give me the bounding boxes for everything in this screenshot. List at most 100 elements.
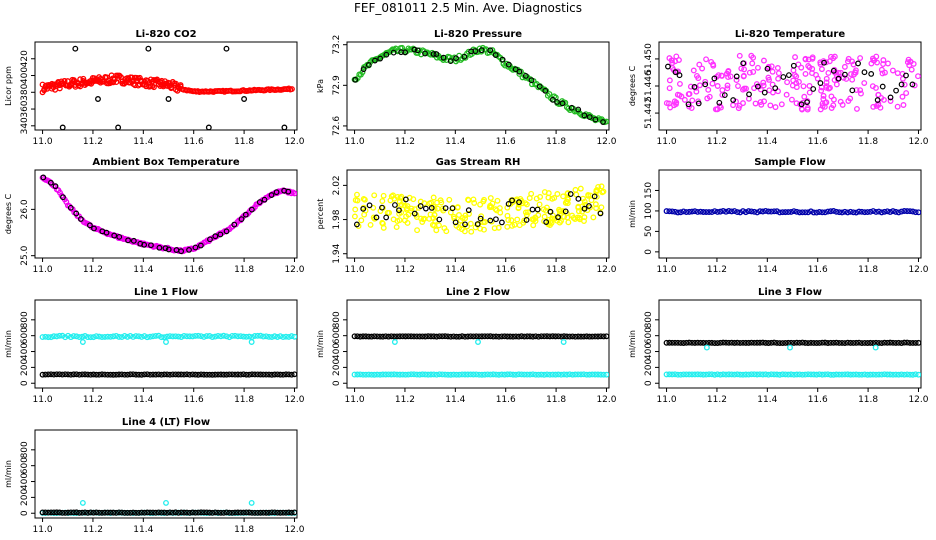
data-point-flow <box>700 371 707 378</box>
data-point-2-5-min-average <box>760 79 767 86</box>
data-point-flow <box>501 371 508 378</box>
y-tick-label: 1.98 <box>332 209 342 229</box>
y-tick-label: 600 <box>332 327 342 344</box>
data-point-sample <box>383 214 390 221</box>
data-point-2-5-min-average <box>576 216 583 223</box>
data-point-other <box>226 371 233 378</box>
data-point-other <box>683 339 690 346</box>
data-point-flow <box>578 371 584 378</box>
data-point-other <box>206 509 213 516</box>
data-point-flow <box>912 209 919 216</box>
data-point-flow <box>754 209 761 216</box>
data-point-other <box>844 339 851 346</box>
y-tick-label: 600 <box>644 327 654 344</box>
chart-sample: Sample Flow ml/min 11.0 11.2 11.4 11.6 11.8 12.… <box>628 157 929 275</box>
x-tick-label: 11.6 <box>808 395 828 405</box>
data-point-2-5-min-average <box>481 196 487 203</box>
data-point-other <box>754 339 761 346</box>
data-point-other <box>254 371 261 378</box>
data-point-flow <box>234 333 241 340</box>
data-point-flow <box>717 208 724 215</box>
data-point-other <box>751 339 758 346</box>
data-point-2-5-min-average <box>494 197 501 204</box>
data-point-other <box>595 333 601 340</box>
data-point-flow <box>824 371 831 378</box>
data-point-flow <box>144 334 151 341</box>
data-point-flow <box>796 209 803 216</box>
data-point-other <box>212 371 219 378</box>
data-point-dips <box>787 344 793 351</box>
data-point-flow <box>711 371 718 378</box>
data-point-other <box>277 509 284 516</box>
data-point-flow <box>229 332 236 339</box>
data-point-other <box>566 333 573 340</box>
data-point-2-5-min-average <box>523 201 530 208</box>
data-point-flow <box>155 332 162 339</box>
data-point-2-5-min-average <box>826 58 833 65</box>
data-point-sample <box>392 202 398 208</box>
x-tick-label: 11.8 <box>234 395 254 405</box>
data-point-flow <box>189 333 196 340</box>
y-tick-label: 73.2 <box>332 35 342 55</box>
data-point-sample <box>591 193 598 200</box>
data-point-2-5-min-average <box>57 189 63 196</box>
data-point-sample <box>47 179 54 186</box>
data-point-other <box>875 339 882 346</box>
y-tick-label: 600 <box>20 327 30 344</box>
data-point-flow <box>166 333 173 340</box>
data-point-sample <box>186 246 192 253</box>
data-point-other <box>56 509 63 516</box>
data-point-other <box>84 371 91 378</box>
data-point-outliers <box>59 124 66 130</box>
data-point-2-5-min-average <box>535 212 542 219</box>
data-point-other <box>209 371 216 378</box>
data-point-other <box>552 333 559 340</box>
data-point-flow <box>377 371 383 378</box>
x-tick-label: 11.4 <box>133 265 153 275</box>
data-point-flow <box>762 208 769 214</box>
data-point-flow <box>515 371 522 378</box>
data-point-2-5-min-average <box>681 96 688 103</box>
x-tick-label: 11.8 <box>546 265 566 275</box>
data-point-2-5-min-average <box>554 191 561 197</box>
data-point-sample <box>377 55 384 62</box>
data-point-sample <box>740 60 747 67</box>
data-point-flow <box>402 371 409 378</box>
data-point-flow <box>544 371 550 378</box>
data-point-sample <box>817 80 824 86</box>
data-point-flow <box>728 371 735 378</box>
x-tick-label: 11.0 <box>657 395 677 405</box>
data-point-flow <box>600 371 607 378</box>
data-point-flow <box>892 208 899 215</box>
data-point-other <box>87 371 94 378</box>
data-point-2-5-min-average <box>514 216 521 223</box>
data-point-sample <box>509 197 515 204</box>
data-point-flow <box>104 333 111 340</box>
data-point-2-5-min-average <box>556 206 562 213</box>
data-point-2-5-min-average <box>760 57 767 64</box>
data-point-2-5-min-average <box>515 204 522 211</box>
x-tick-label: 11.4 <box>757 395 777 405</box>
data-point-flow <box>683 209 690 216</box>
data-point-2-5-min-average <box>446 196 453 203</box>
data-point-other <box>223 371 230 378</box>
data-point-2-5-min-average <box>454 204 461 211</box>
data-point-sample <box>141 241 148 248</box>
data-point-flow <box>467 371 474 378</box>
data-point-flow <box>53 333 60 340</box>
data-point-flow <box>141 333 148 340</box>
data-point-2-5-min-average <box>433 227 440 234</box>
data-point-flow <box>45 334 52 341</box>
x-tick-label: 11.2 <box>83 395 103 405</box>
data-point-sample <box>893 87 899 94</box>
data-point-other <box>99 371 105 378</box>
data-point-2-5-min-average <box>461 228 468 235</box>
data-point-flow <box>510 371 517 378</box>
data-point-other <box>266 371 272 378</box>
data-point-flow <box>527 371 534 378</box>
data-point-sample <box>568 104 575 111</box>
data-point-flow <box>720 371 727 378</box>
data-point-sample <box>567 191 574 197</box>
data-point-flow <box>898 371 905 378</box>
